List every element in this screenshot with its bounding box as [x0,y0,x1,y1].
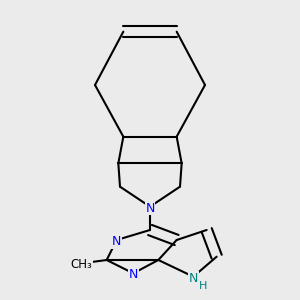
Text: CH₃: CH₃ [71,258,92,271]
Text: N: N [189,272,198,285]
Text: N: N [129,268,138,281]
Text: N: N [145,202,155,215]
Text: N: N [112,235,122,248]
Text: H: H [199,280,208,291]
